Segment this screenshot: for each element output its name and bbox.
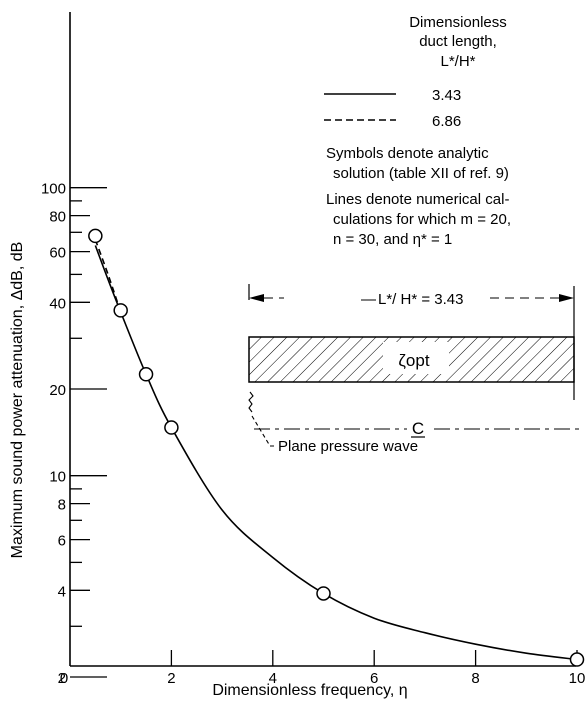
x-tick-label: 8 bbox=[471, 670, 479, 687]
duct-inset: — L*/ H* = 3.43 ζopt C Plane pressure wa… bbox=[248, 284, 582, 455]
y-tick-label: 20 bbox=[49, 382, 66, 399]
y-tick-label: 60 bbox=[49, 245, 66, 262]
axes bbox=[69, 12, 576, 667]
note-lines-line2: culations for which m = 20, bbox=[333, 211, 511, 228]
legend-title-line3: L*/H* bbox=[440, 53, 475, 70]
data-point-marker bbox=[138, 367, 154, 382]
x-tick-label: 4 bbox=[269, 670, 277, 687]
data-point-marker bbox=[164, 420, 179, 435]
y-tick-label: 40 bbox=[49, 295, 66, 312]
data-point-marker bbox=[569, 652, 585, 667]
x-tick-label: 2 bbox=[167, 670, 175, 687]
y-axis-label: Maximum sound power attenuation, ΔdB, dB bbox=[9, 242, 26, 559]
plane-wave-leader bbox=[251, 415, 276, 447]
y-tick-label: 10 bbox=[49, 469, 66, 486]
legend-entry-dashed: 6.86 bbox=[432, 113, 461, 130]
duct-length-dash: — bbox=[361, 291, 376, 308]
plot-area bbox=[88, 228, 585, 667]
x-axis-label: Dimensionless frequency, η bbox=[212, 682, 407, 699]
liner-impedance-label: ζopt bbox=[398, 351, 429, 370]
dimension-arrow-right bbox=[559, 294, 574, 302]
y-tick-label: 80 bbox=[49, 209, 66, 226]
note-symbols-line1: Symbols denote analytic bbox=[326, 145, 489, 162]
plane-wave-label: Plane pressure wave bbox=[278, 438, 418, 455]
y-ticks: 2 4 6 8 10 20 40 60 80 100 bbox=[41, 181, 107, 687]
y-tick-label: 2 bbox=[58, 670, 66, 687]
x-tick-label: 10 bbox=[569, 670, 585, 687]
x-tick-label: 0 bbox=[60, 670, 68, 687]
notes: Symbols denote analytic solution (table … bbox=[326, 145, 511, 248]
x-tick-label: 6 bbox=[370, 670, 378, 687]
legend-title-line1: Dimensionless bbox=[409, 14, 507, 31]
data-point-marker bbox=[88, 228, 103, 244]
duct-length-label: L*/ H* = 3.43 bbox=[378, 291, 463, 308]
plane-wave-symbol bbox=[248, 391, 254, 413]
note-lines-line3: n = 30, and η* = 1 bbox=[333, 231, 452, 248]
dimension-arrow-left bbox=[249, 294, 264, 302]
data-point-marker bbox=[316, 586, 331, 601]
centerline-label: C bbox=[412, 419, 424, 438]
legend-entry-solid: 3.43 bbox=[432, 87, 461, 104]
centerline-label-background bbox=[407, 417, 429, 441]
data-point-marker bbox=[113, 303, 128, 318]
liner-label-background bbox=[383, 342, 449, 374]
note-symbols-line2: solution (table XII of ref. 9) bbox=[333, 165, 509, 182]
legend-title-line2: duct length, bbox=[419, 33, 497, 50]
y-tick-label: 100 bbox=[41, 181, 66, 198]
y-tick-label: 4 bbox=[58, 583, 66, 600]
y-tick-label: 8 bbox=[58, 497, 66, 514]
y-tick-label: 6 bbox=[58, 533, 66, 550]
legend: Dimensionless duct length, L*/H* 3.43 6.… bbox=[324, 14, 507, 130]
series-line-dashed bbox=[94, 239, 122, 313]
note-lines-line1: Lines denote numerical cal- bbox=[326, 191, 509, 208]
x-ticks: 0 2 4 6 8 10 bbox=[60, 650, 585, 687]
